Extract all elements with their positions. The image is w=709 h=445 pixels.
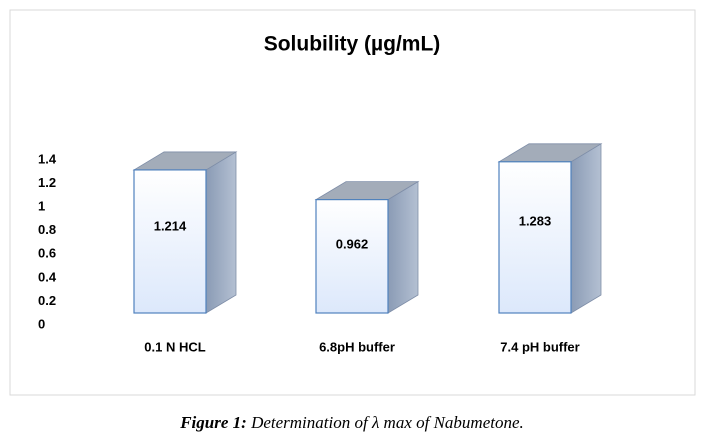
bar-side (570, 143, 602, 314)
figure-caption: Figure 1: Determination of λ max of Nabu… (179, 413, 524, 432)
chart-title: Solubility (µg/mL) (264, 33, 441, 56)
x-tick-label: 0.1 N HCL (144, 339, 205, 354)
y-tick-label: 0.6 (38, 246, 56, 261)
y-tick-label: 1 (38, 199, 45, 214)
value-label: 0.962 (336, 236, 369, 251)
bar-side (387, 180, 419, 314)
x-tick-label: 6.8pH buffer (319, 339, 395, 354)
caption-label: Figure 1: (179, 413, 247, 432)
y-tick-label: 0 (38, 316, 45, 331)
bar (133, 169, 207, 314)
y-tick-label: 0.4 (38, 269, 57, 284)
y-tick-label: 0.8 (38, 222, 56, 237)
value-label: 1.283 (519, 214, 552, 229)
bar (315, 199, 389, 314)
bar-side (205, 151, 237, 314)
x-tick-label: 7.4 pH buffer (500, 339, 579, 354)
bar (498, 161, 572, 314)
y-tick-label: 1.2 (38, 175, 56, 190)
y-tick-label: 0.2 (38, 293, 56, 308)
value-label: 1.214 (154, 219, 187, 234)
y-tick-label: 1.4 (38, 151, 57, 166)
caption-text: Determination of λ max of Nabumetone. (250, 413, 524, 432)
